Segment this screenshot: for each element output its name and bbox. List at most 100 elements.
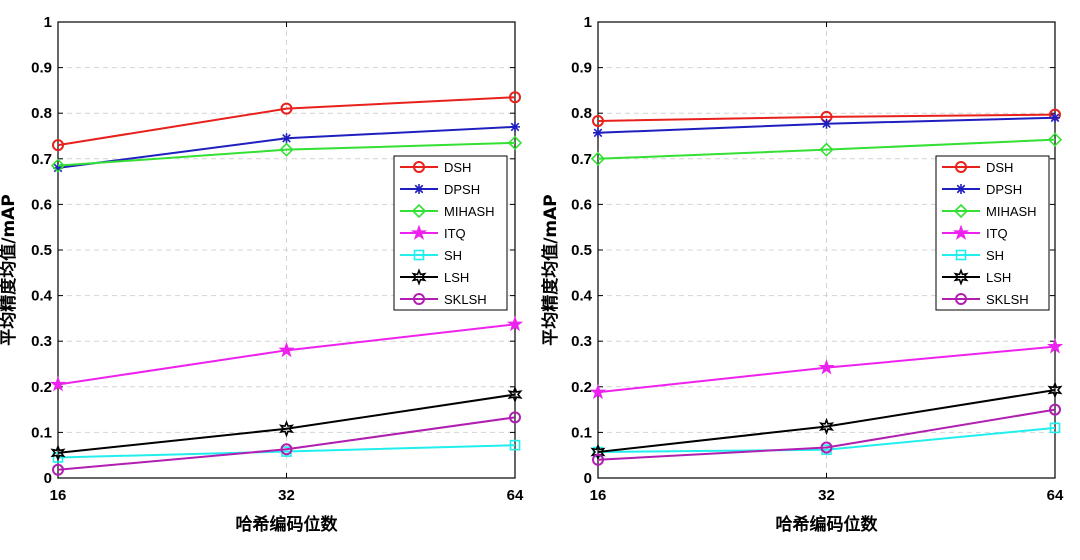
data-point-sklsh [280,443,293,456]
data-point-itq [818,359,835,375]
data-point-sklsh [820,441,833,454]
legend-marker-dsh [955,161,967,173]
data-point-dpsh [821,118,832,129]
data-point-sh [52,452,64,463]
data-point-lsh [278,420,295,438]
data-point-mihash [507,135,523,150]
legend-label-sklsh: SKLSH [444,292,487,307]
chart-right: 0 0.1 0.2 0.3 0.4 0.5 0.6 0.7 0.8 0.9 1 16 32 64 哈希编码位… [540,14,1064,535]
data-point-sh [1049,422,1061,434]
x-tick-label: 16 [590,487,607,504]
series-itq [589,338,1064,400]
legend: DSH DPSH MIHASH ITQ SH LSH SKLSH [935,155,1050,311]
data-point-sklsh [1049,403,1061,416]
y-tick-label: 0.7 [31,151,52,168]
data-point-dpsh [53,162,63,173]
y-tick-label: 0.7 [571,151,592,168]
data-point-sh [509,439,521,451]
y-tick-label: 0.9 [571,60,592,77]
data-point-dsh [592,114,604,127]
x-tick-label: 64 [507,487,524,504]
data-point-itq [589,383,607,400]
y-tick-label: 0.2 [571,379,592,396]
legend-label-dpsh: DPSH [986,182,1022,197]
y-tick-label: 0.1 [31,424,52,441]
legend-label-mihash: MIHASH [986,204,1037,219]
data-point-lsh [818,417,835,436]
series-mihash [590,132,1063,166]
series-lsh [590,381,1063,461]
data-point-lsh [590,443,606,461]
y-tick-label: 0.3 [571,333,592,350]
legend-marker-dpsh [414,184,424,194]
y-tick-label: 1 [584,14,592,31]
y-tick-label: 0.4 [571,288,593,305]
y-tick-label: 0.6 [31,196,52,213]
x-tick-label: 16 [50,487,67,504]
series-line-sklsh [57,416,516,471]
legend-marker-sh [413,249,425,261]
data-point-dpsh [510,121,520,132]
data-point-sklsh [52,463,64,476]
data-point-mihash [819,142,834,157]
data-point-mihash [590,151,606,166]
x-tick-label: 32 [278,487,295,504]
y-tick-label: 0.8 [571,105,592,122]
legend-label-sh: SH [444,248,462,263]
data-point-itq [278,341,295,358]
legend-label-itq: ITQ [444,226,466,241]
y-tick-label: 0.5 [31,242,52,259]
x-axis-label: 哈希编码位数 [236,514,339,535]
legend-marker-mihash [411,203,427,219]
legend-label-sklsh: SKLSH [986,292,1029,307]
series-line-mihash [57,141,516,167]
series-line-sh [597,426,1056,454]
series-sklsh [592,403,1061,466]
data-point-mihash [279,142,294,157]
y-tick-label: 0.9 [31,60,52,77]
legend-marker-sklsh [413,293,425,305]
y-tick-label: 0.4 [31,288,53,305]
legend-marker-itq [410,224,428,240]
data-point-itq [1046,338,1064,354]
series-line-dsh [57,96,516,147]
legend-label-lsh: LSH [444,270,469,285]
series-line-lsh [597,389,1056,454]
data-point-lsh [507,385,523,404]
data-point-dsh [509,91,521,104]
legend: DSH DPSH MIHASH ITQ SH LSH SKLSH [393,155,508,311]
series-line-lsh [57,393,516,454]
legend-label-dsh: DSH [444,160,471,175]
data-point-lsh [1047,381,1063,399]
legend-marker-sklsh [955,293,967,305]
data-point-sklsh [592,453,604,466]
series-dpsh [593,112,1060,138]
data-point-mihash [1047,132,1063,147]
x-tick-label: 64 [1047,487,1064,504]
data-point-itq [506,315,524,332]
y-axis-label: 平均精度均值/mAP [0,194,19,346]
y-axis-label: 平均精度均值/mAP [540,194,561,346]
series-dsh [52,91,521,152]
y-tick-label: 0.6 [571,196,592,213]
series-lsh [50,385,523,462]
y-tick-label: 0.1 [571,424,592,441]
series-dpsh [53,121,520,173]
data-point-sklsh [509,411,521,424]
data-point-mihash [50,158,66,173]
chart-left: 0 0.1 0.2 0.3 0.4 0.5 0.6 0.7 0.8 0.9 1 16 32 64 哈希编码位… [0,14,524,535]
legend-label-dpsh: DPSH [444,182,480,197]
x-axis-label: 哈希编码位数 [776,514,879,535]
series-line-dsh [597,113,1056,122]
series-mihash [50,135,523,173]
data-point-dpsh [1050,112,1060,123]
y-tick-label: 0.8 [31,105,52,122]
legend-marker-sh [955,249,967,261]
y-tick-label: 0.3 [31,333,52,350]
legend-label-sh: SH [986,248,1004,263]
y-tick-label: 0 [584,470,592,487]
legend-marker-lsh [953,268,969,286]
legend-marker-mihash [953,203,969,219]
